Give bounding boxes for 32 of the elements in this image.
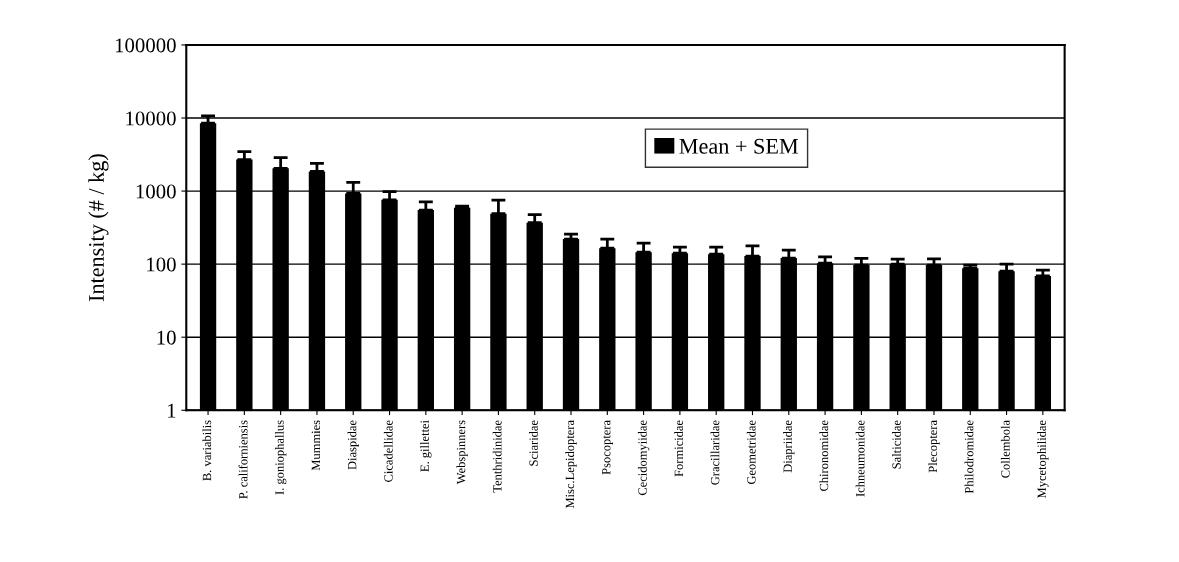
x-tick-label: Gracillaridae [710,420,720,485]
x-tick-label: Philodromidae [964,420,974,494]
x-tick-label: Ichneumonidae [855,420,865,497]
x-tick-label: Salticidae [892,420,901,469]
x-tick-label: Tenthridinidae [492,420,502,493]
x-tick-label: Diapriidae [783,420,795,473]
y-tick-label: 100 [147,257,176,272]
x-tick-label: I. goniophallus [274,420,287,495]
x-tick-label: Formicidae [674,420,684,477]
legend-label: Mean + SEM [679,138,799,154]
x-tick-label: Sciaridae [529,420,538,466]
x-tick-label: Plecoptera [928,420,940,473]
y-axis-title: Intensity (# / kg) [88,154,109,302]
y-tick-label: 10000 [126,111,176,126]
x-tick-label: E. gillettei [420,420,432,472]
y-tick-label: 10 [157,330,176,345]
x-tick-label: Webspinners [456,420,468,485]
x-tick-label: Collembola [1000,420,1010,478]
y-tick-label: 1 [167,403,176,418]
y-tick-label: 100000 [115,38,176,53]
x-tick-label: P. californiensis [238,420,248,499]
x-tick-label: Chironomidae [819,420,829,491]
x-tick-label: B. variabilis [202,420,212,481]
x-tick-label: Cecidomyiidae [637,420,650,496]
x-tick-label: Diaspidae [347,420,359,470]
x-tick-label: Psocoptera [602,420,613,475]
x-tick-label: Misc.Lepidoptera [565,420,577,509]
x-tick-label: Geometridae [746,420,756,485]
y-tick-label: 1000 [136,184,176,199]
x-tick-label: Cicadellidae [383,420,393,482]
x-tick-label: Mycetophilidae [1037,420,1049,499]
x-tick-label: Mummies [311,420,321,471]
